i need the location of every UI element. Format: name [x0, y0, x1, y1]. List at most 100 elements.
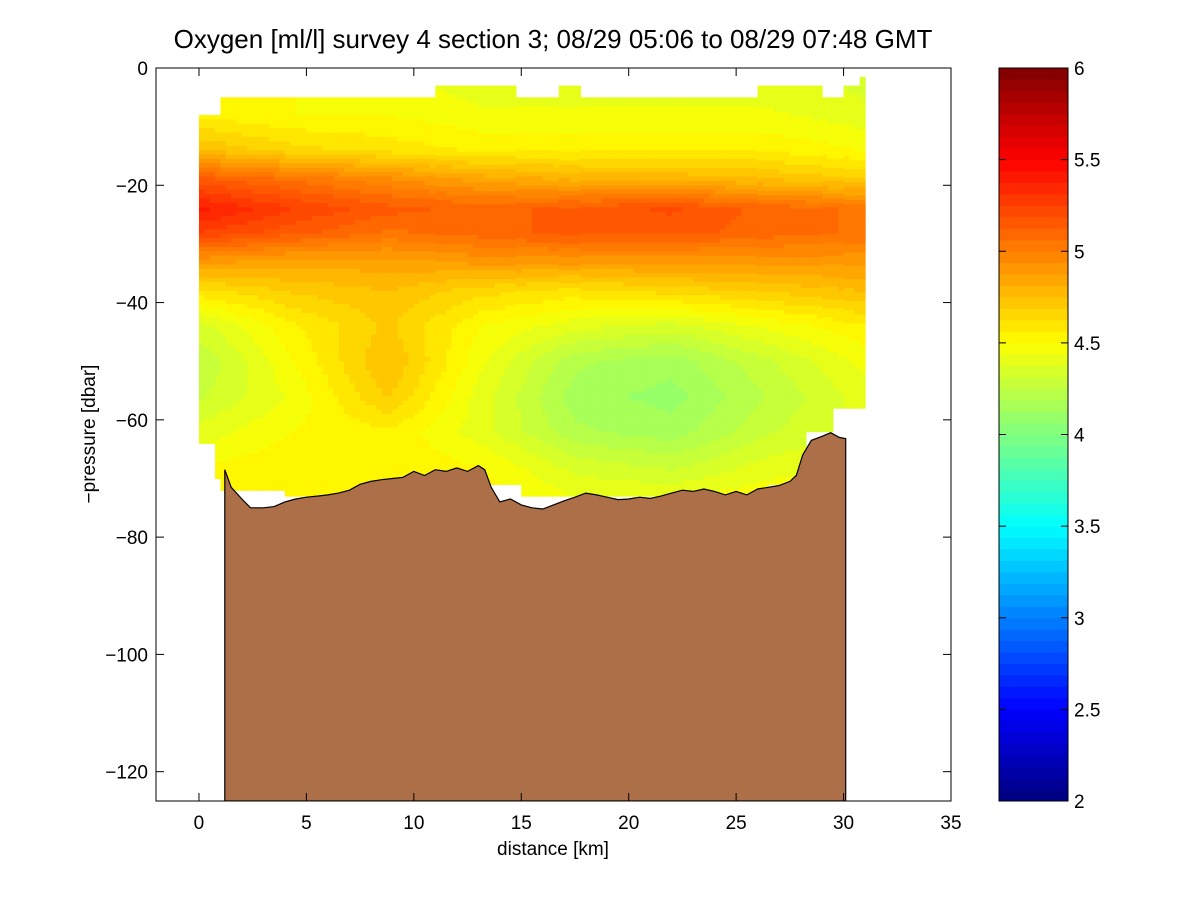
oxygen-cell — [301, 290, 307, 296]
oxygen-cell — [263, 343, 270, 349]
oxygen-cell — [204, 413, 211, 419]
oxygen-cell — [397, 273, 404, 279]
oxygen-cell — [279, 194, 286, 200]
oxygen-cell — [408, 317, 415, 323]
oxygen-cell — [462, 191, 469, 197]
oxygen-cell — [424, 163, 431, 169]
oxygen-cell — [311, 396, 318, 402]
oxygen-cell — [284, 405, 291, 411]
oxygen-cell — [462, 428, 469, 434]
oxygen-cell — [349, 396, 356, 402]
oxygen-cell — [360, 167, 367, 173]
oxygen-cell — [263, 396, 270, 402]
oxygen-cell — [365, 158, 372, 164]
oxygen-cell — [392, 238, 399, 244]
oxygen-cell — [231, 176, 238, 182]
oxygen-cell — [204, 242, 211, 248]
oxygen-cell — [215, 264, 222, 270]
oxygen-cell — [295, 242, 302, 248]
oxygen-cell — [322, 172, 329, 178]
oxygen-cell — [483, 402, 490, 408]
oxygen-cell — [252, 295, 259, 301]
oxygen-cell — [333, 172, 340, 178]
oxygen-cell — [225, 352, 232, 358]
oxygen-cell — [284, 321, 291, 327]
oxygen-cell — [338, 172, 345, 178]
oxygen-cell — [290, 202, 297, 208]
oxygen-cell — [225, 431, 232, 437]
oxygen-cell — [209, 435, 216, 441]
oxygen-cell — [462, 314, 469, 320]
oxygen-cell — [446, 450, 453, 456]
oxygen-cell — [489, 208, 496, 214]
oxygen-cell — [295, 374, 302, 380]
oxygen-cell — [225, 312, 232, 318]
oxygen-cell — [231, 479, 238, 485]
oxygen-cell — [209, 220, 216, 226]
oxygen-cell — [456, 406, 463, 412]
oxygen-cell — [446, 402, 453, 408]
oxygen-cell — [467, 182, 474, 188]
oxygen-cell — [467, 287, 474, 293]
oxygen-cell — [370, 268, 377, 274]
oxygen-cell — [252, 290, 259, 296]
oxygen-cell — [354, 334, 361, 340]
oxygen-cell — [322, 110, 329, 116]
oxygen-cell — [478, 446, 485, 452]
oxygen-cell — [215, 189, 222, 195]
oxygen-cell — [317, 268, 324, 274]
oxygen-cell — [198, 220, 205, 226]
oxygen-cell — [220, 101, 227, 107]
oxygen-cell — [413, 167, 420, 173]
oxygen-cell — [392, 123, 399, 129]
oxygen-cell — [403, 365, 410, 371]
oxygen-cell — [247, 158, 254, 164]
oxygen-cell — [386, 339, 393, 345]
oxygen-cell — [220, 260, 227, 266]
oxygen-cell — [204, 317, 211, 323]
oxygen-cell — [349, 198, 356, 204]
oxygen-cell — [381, 145, 388, 151]
oxygen-cell — [301, 457, 307, 463]
oxygen-cell — [365, 422, 372, 428]
oxygen-cell — [446, 111, 453, 117]
oxygen-cell — [429, 444, 436, 450]
oxygen-cell — [241, 141, 248, 147]
oxygen-cell — [220, 409, 227, 415]
oxygen-cell — [451, 107, 458, 113]
oxygen-cell — [419, 150, 426, 156]
oxygen-cell — [284, 114, 291, 120]
oxygen-cell — [386, 440, 393, 446]
oxygen-cell — [462, 323, 469, 329]
oxygen-cell — [263, 163, 270, 169]
oxygen-cell — [322, 180, 329, 186]
oxygen-cell — [225, 101, 232, 107]
oxygen-cell — [263, 194, 270, 200]
oxygen-cell — [462, 147, 469, 153]
oxygen-cell — [370, 114, 377, 120]
oxygen-cell — [386, 453, 393, 459]
oxygen-cell — [462, 221, 469, 227]
oxygen-cell — [349, 431, 356, 437]
oxygen-cell — [360, 453, 367, 459]
oxygen-cell — [440, 230, 447, 236]
oxygen-cell — [478, 155, 485, 161]
oxygen-cell — [413, 277, 420, 283]
oxygen-cell — [489, 463, 496, 469]
oxygen-cell — [225, 136, 232, 142]
oxygen-cell — [413, 268, 420, 274]
oxygen-cell — [317, 383, 324, 389]
oxygen-cell — [424, 141, 431, 147]
oxygen-cell — [284, 255, 291, 261]
oxygen-cell — [274, 339, 281, 345]
oxygen-cell — [306, 418, 313, 424]
oxygen-cell — [236, 383, 243, 389]
oxygen-cell — [467, 301, 474, 307]
oxygen-cell — [209, 163, 216, 169]
oxygen-cell — [204, 299, 211, 305]
oxygen-cell — [317, 317, 324, 323]
oxygen-cell — [209, 286, 216, 292]
oxygen-cell — [215, 365, 222, 371]
oxygen-cell — [327, 440, 334, 446]
oxygen-cell — [263, 400, 270, 406]
